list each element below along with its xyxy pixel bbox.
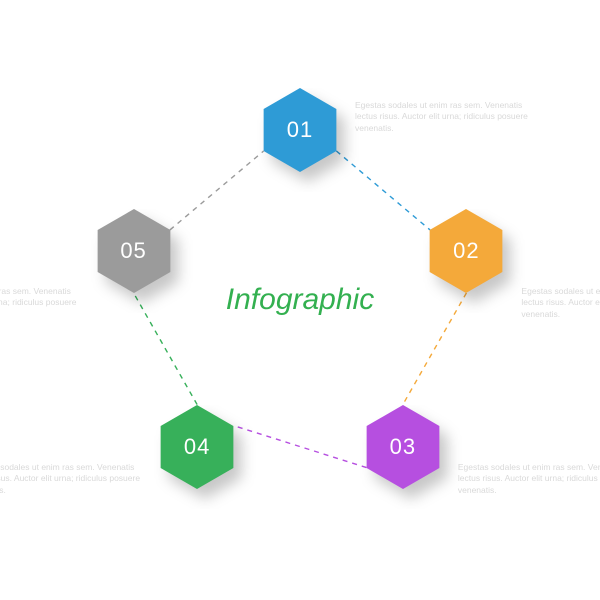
infographic-stage: Infographic 01 Egestas sodales ut enim ra…: [0, 0, 600, 600]
hex-label: 05: [120, 238, 146, 264]
caption-05: Egestas sodales ut enim ras sem. Venenat…: [0, 286, 79, 320]
caption-04: Egestas sodales ut enim ras sem. Venenat…: [0, 462, 142, 496]
caption-02: Egestas sodales ut enim ras sem. Venenat…: [521, 286, 600, 320]
hex-label: 01: [287, 117, 313, 143]
center-title: Infographic: [226, 283, 374, 317]
hex-label: 04: [184, 434, 210, 460]
caption-03: Egestas sodales ut enim ras sem. Venenat…: [458, 462, 600, 496]
hex-label: 02: [453, 238, 479, 264]
hex-label: 03: [390, 434, 416, 460]
caption-01: Egestas sodales ut enim ras sem. Venenat…: [355, 100, 530, 134]
